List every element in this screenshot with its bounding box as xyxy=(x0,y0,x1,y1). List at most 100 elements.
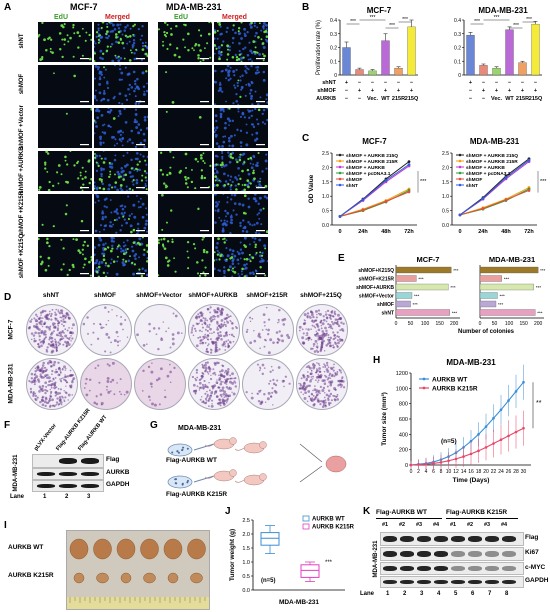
panel-h-xtick: 4 xyxy=(425,469,428,475)
blot-band xyxy=(81,484,99,488)
panel-b-ytick: 0.3 xyxy=(330,32,337,38)
panel-j-ytick: 2.0 xyxy=(242,532,250,538)
panel-h-xtick: 22 xyxy=(491,469,497,475)
arrow xyxy=(299,465,323,483)
bar xyxy=(395,300,411,308)
blot-band xyxy=(383,566,397,571)
tumor xyxy=(143,572,156,584)
panel-j-legend-entry: AURKB WT xyxy=(312,517,345,523)
micrograph-tile xyxy=(38,151,92,191)
micrograph-tile xyxy=(158,151,212,191)
bar xyxy=(395,275,417,282)
panel-b-sign: + xyxy=(469,80,472,86)
panel-b-sign: WT xyxy=(381,96,390,102)
series-point xyxy=(492,442,495,445)
panel-b-ytick: 0.4 xyxy=(330,18,337,24)
panel-b-sign: + xyxy=(410,88,413,94)
panel-b-chart-title: MCF-7 xyxy=(367,6,392,15)
micrograph-cells xyxy=(214,65,268,105)
blot-strip xyxy=(32,468,104,480)
panel-c-legend-entry: shNT xyxy=(346,183,358,189)
panel-d-column-label: shNT xyxy=(42,292,60,299)
series-point xyxy=(504,176,508,179)
cell-dish xyxy=(167,443,193,457)
panel-e-category: shMOF+K215Q xyxy=(358,268,394,274)
panel-b-sign: + xyxy=(482,88,485,94)
micrograph-cells xyxy=(65,108,92,146)
bar xyxy=(505,29,514,76)
series-point xyxy=(514,430,518,434)
panel-b-sign: 215R xyxy=(516,96,529,102)
panel-b-stars: *** xyxy=(474,19,480,25)
panel-f-lane-label: Lane xyxy=(10,494,25,500)
panel-c-legend-entry: shMOF + pcDNA3.1 xyxy=(346,171,391,177)
series-line xyxy=(459,189,530,216)
micrograph-cells xyxy=(38,237,92,277)
panel-label-e: E xyxy=(338,253,345,264)
panel-b-ytick: 0.3 xyxy=(454,32,461,38)
panel-k-replicate: #2 xyxy=(467,522,474,528)
panel-h-xtick: 30 xyxy=(521,469,527,475)
panel-c-ytick: 1.5 xyxy=(442,180,449,186)
panel-e-category: shMOF+K215R xyxy=(359,277,395,283)
blot-band xyxy=(502,566,516,571)
panel-k-replicate: #3 xyxy=(416,522,423,528)
panel-c-ytick: 0.5 xyxy=(322,209,329,215)
panel-k-group-label: Flag-AURKB WT xyxy=(376,509,427,516)
panel-h-legend-entry: AURKB K215R xyxy=(432,386,478,393)
series-point xyxy=(507,434,510,438)
panel-c-ytick: 2.5 xyxy=(442,151,449,157)
panel-label-h: H xyxy=(373,355,381,366)
panel-b-sign: + xyxy=(358,88,361,94)
panel-c-legend-entry: shMOF + AURKB 215Q xyxy=(346,153,398,159)
panel-b-ytick: 0.2 xyxy=(454,46,461,52)
tumor xyxy=(167,572,179,584)
series-point xyxy=(527,158,531,162)
panel-j-ytick: 0.5 xyxy=(242,574,250,580)
blot-band xyxy=(383,551,397,557)
panel-h-xtick: 24 xyxy=(498,469,504,475)
panel-c-ylabel: OD Value xyxy=(308,174,315,203)
bar xyxy=(395,266,452,274)
panel-j-ylabel: Tumor weight (g) xyxy=(229,529,236,581)
series-point xyxy=(527,189,531,192)
panel-c-legend-entry: shMOF + AURKB 215R xyxy=(466,159,518,165)
micrograph-cells xyxy=(38,22,92,61)
panel-h-xtick: 20 xyxy=(483,469,489,475)
panel-h-xtick: 28 xyxy=(513,469,519,475)
panel-b-sign: − xyxy=(358,80,361,86)
panel-b-sign: − xyxy=(508,80,511,86)
bar xyxy=(395,283,449,291)
micrograph-cells xyxy=(38,151,92,191)
series-point xyxy=(439,461,443,464)
series-point xyxy=(458,213,462,217)
bar xyxy=(518,62,527,76)
panel-f-cell-line: MDA-MB-231 xyxy=(13,454,19,492)
panel-b-sign: − xyxy=(469,96,472,102)
bar xyxy=(368,70,377,76)
panel-b-sign: − xyxy=(345,88,348,94)
series-point xyxy=(492,416,495,420)
panel-a-channel-edu-1: EdU xyxy=(54,14,68,21)
panel-b-sign: + xyxy=(521,88,524,94)
panel-e-stars: *** xyxy=(499,294,505,299)
blot-band xyxy=(502,536,516,542)
panel-k-replicate: #2 xyxy=(399,522,406,528)
panel-h-xtick: 26 xyxy=(506,469,512,475)
micrograph-tile xyxy=(214,151,268,191)
panel-f-lane-number: 2 xyxy=(65,494,69,500)
micrograph-tile xyxy=(214,108,268,148)
micrograph-tile xyxy=(94,151,148,191)
blot-band xyxy=(400,536,414,542)
blot-band xyxy=(434,551,448,557)
panel-d-row-label: MDA-MB-231 xyxy=(7,363,15,404)
panel-b-stars: *** xyxy=(494,15,500,21)
colony-dish xyxy=(296,358,348,410)
micrograph-tile xyxy=(38,237,92,277)
blot-band xyxy=(81,472,99,476)
bar xyxy=(492,67,501,76)
series-point xyxy=(424,462,428,466)
series-line xyxy=(459,159,530,216)
panel-h-legend-entry: AURKB WT xyxy=(432,377,467,384)
blot-band xyxy=(383,580,397,584)
